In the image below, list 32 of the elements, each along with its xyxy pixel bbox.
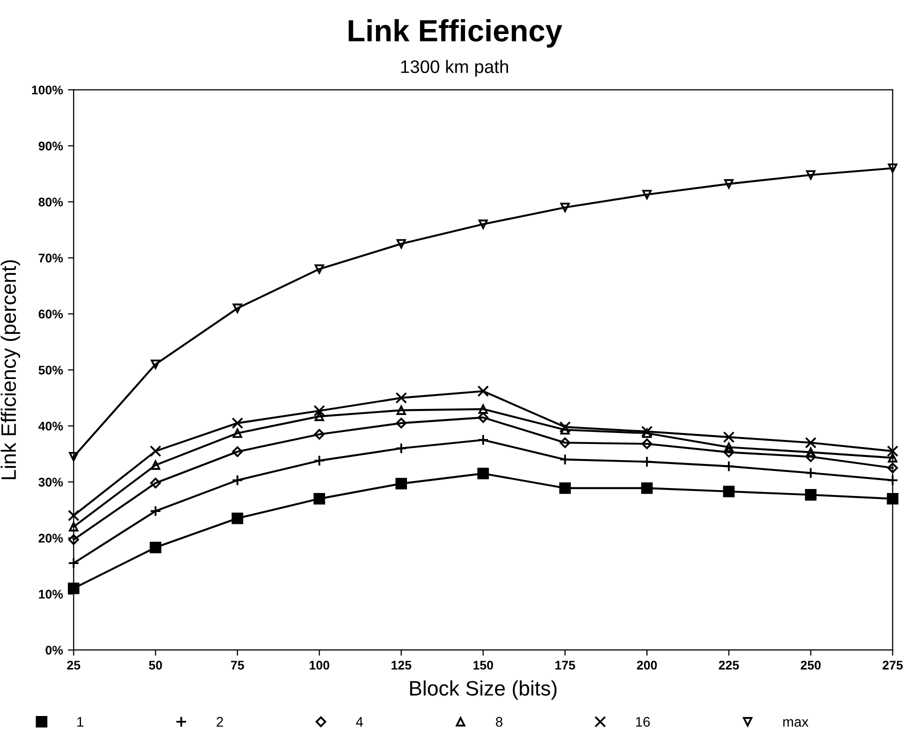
x-tick-label: 200 [636,660,657,670]
y-tick-label: 0% [46,646,63,655]
x-tick-label: 75 [231,660,244,670]
chart-title: Link Efficiency [348,19,562,48]
x-tick-label: 175 [555,660,576,670]
legend-label: 16 [636,716,650,727]
y-tick-label: 60% [38,310,63,319]
x-tick-label: 150 [473,660,494,670]
y-tick-label: 70% [38,254,63,262]
legend-label: 4 [356,717,363,727]
y-tick-label: 30% [38,478,63,487]
legend-label: 1 [77,717,84,727]
x-tick-label: 50 [148,660,162,670]
y-tick-label: 10% [38,590,63,599]
y-tick-label: 50% [38,366,63,375]
x-tick-label: 100 [310,660,330,670]
x-tick-label: 25 [67,660,80,670]
y-tick-label: 80% [38,198,63,206]
x-tick-label: 275 [882,660,903,670]
x-axis-title: Block Size (bits) [410,680,557,700]
y-axis-title: Link Efficiency (percent) [0,260,20,480]
y-tick-label: 90% [38,142,63,150]
y-tick-label: 100% [32,86,63,94]
x-tick-label: 125 [392,660,412,670]
legend-label: 2 [216,716,223,727]
chart-subtitle: 1300 km path [401,60,508,77]
x-tick-label: 250 [800,660,821,670]
y-tick-label: 20% [38,534,63,543]
legend-label: 8 [496,716,502,727]
legend-label: max [783,719,808,727]
x-tick-label: 225 [718,660,739,670]
y-tick-label: 40% [38,422,63,431]
